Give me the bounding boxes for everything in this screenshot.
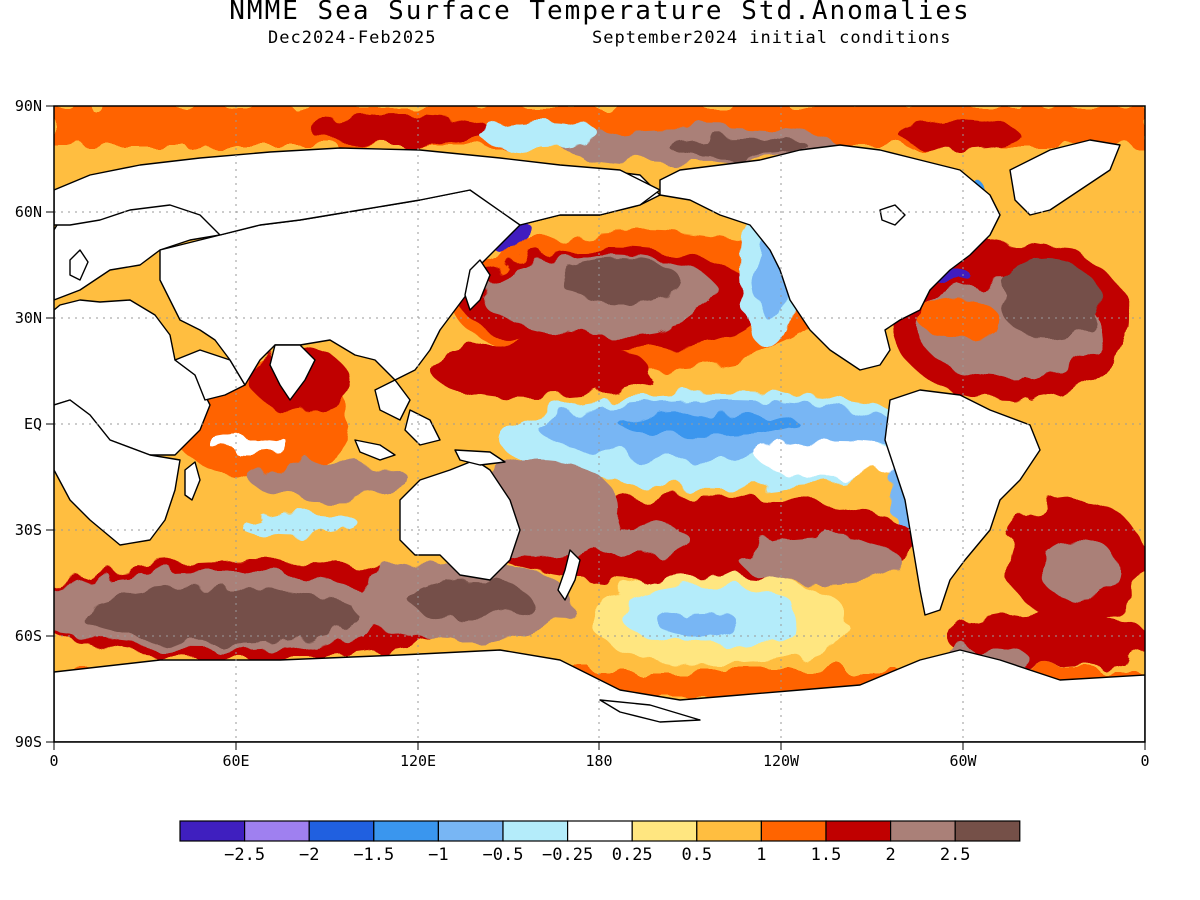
lat-label-90s: 90S bbox=[15, 733, 42, 751]
legend-label: −1.5 bbox=[353, 845, 394, 865]
lat-label-60s: 60S bbox=[15, 627, 42, 645]
lat-label-30n: 30N bbox=[15, 309, 42, 327]
legend-swatch bbox=[437, 820, 504, 842]
legend-label: 2 bbox=[885, 845, 895, 865]
lon-label-120w: 120W bbox=[763, 752, 800, 770]
legend-swatch bbox=[696, 820, 762, 842]
lat-label-eq: EQ bbox=[24, 415, 42, 433]
legend-swatch bbox=[954, 820, 1021, 842]
legend-swatch bbox=[373, 820, 439, 842]
legend-label: −2.5 bbox=[224, 845, 265, 865]
legend-label: 1 bbox=[756, 845, 766, 865]
map-title: NMME Sea Surface Temperature Std.Anomali… bbox=[229, 0, 971, 26]
lon-label-180: 180 bbox=[585, 752, 612, 770]
lon-label-120e: 120E bbox=[400, 752, 436, 770]
sst-anomaly-map: 90N 60N 30N EQ 30S 60S 90S 0 60E 120E 18… bbox=[15, 97, 1150, 770]
legend-swatch bbox=[179, 820, 246, 842]
legend-swatch bbox=[760, 820, 827, 842]
lat-label-90n: 90N bbox=[15, 97, 42, 115]
legend-swatch bbox=[889, 820, 956, 842]
legend-label: 2.5 bbox=[940, 845, 971, 865]
lon-label-60e: 60E bbox=[222, 752, 249, 770]
lon-label-60w: 60W bbox=[949, 752, 977, 770]
lat-label-60n: 60N bbox=[15, 203, 42, 221]
legend-label: −2 bbox=[299, 845, 319, 865]
legend-swatches bbox=[179, 820, 1021, 842]
grid-lines bbox=[54, 106, 1145, 742]
legend-label: −0.25 bbox=[542, 845, 593, 865]
legend-swatch bbox=[308, 820, 375, 842]
legend-label: 1.5 bbox=[811, 845, 842, 865]
legend-swatch bbox=[825, 820, 892, 842]
legend-swatch bbox=[244, 820, 310, 842]
legend-swatch bbox=[566, 820, 633, 842]
legend-label: 0.5 bbox=[681, 845, 712, 865]
land-masses bbox=[54, 139, 1145, 742]
legend-label: −1 bbox=[428, 845, 448, 865]
axis-ticks bbox=[46, 105, 1146, 750]
lon-label-0-east: 0 bbox=[1140, 752, 1149, 770]
initial-conditions: September2024 initial conditions bbox=[592, 28, 952, 48]
legend-label: 0.25 bbox=[612, 845, 653, 865]
lon-label-0-west: 0 bbox=[49, 752, 58, 770]
legend-labels: −2.5 −2 −1.5 −1 −0.5 −0.25 0.25 0.5 1 1.5 2 2.5 bbox=[224, 845, 970, 865]
legend-swatch bbox=[631, 820, 698, 842]
lat-label-30s: 30S bbox=[15, 521, 42, 539]
legend-swatch bbox=[502, 820, 569, 842]
forecast-season: Dec2024-Feb2025 bbox=[268, 28, 437, 48]
legend-label: −0.5 bbox=[483, 845, 524, 865]
